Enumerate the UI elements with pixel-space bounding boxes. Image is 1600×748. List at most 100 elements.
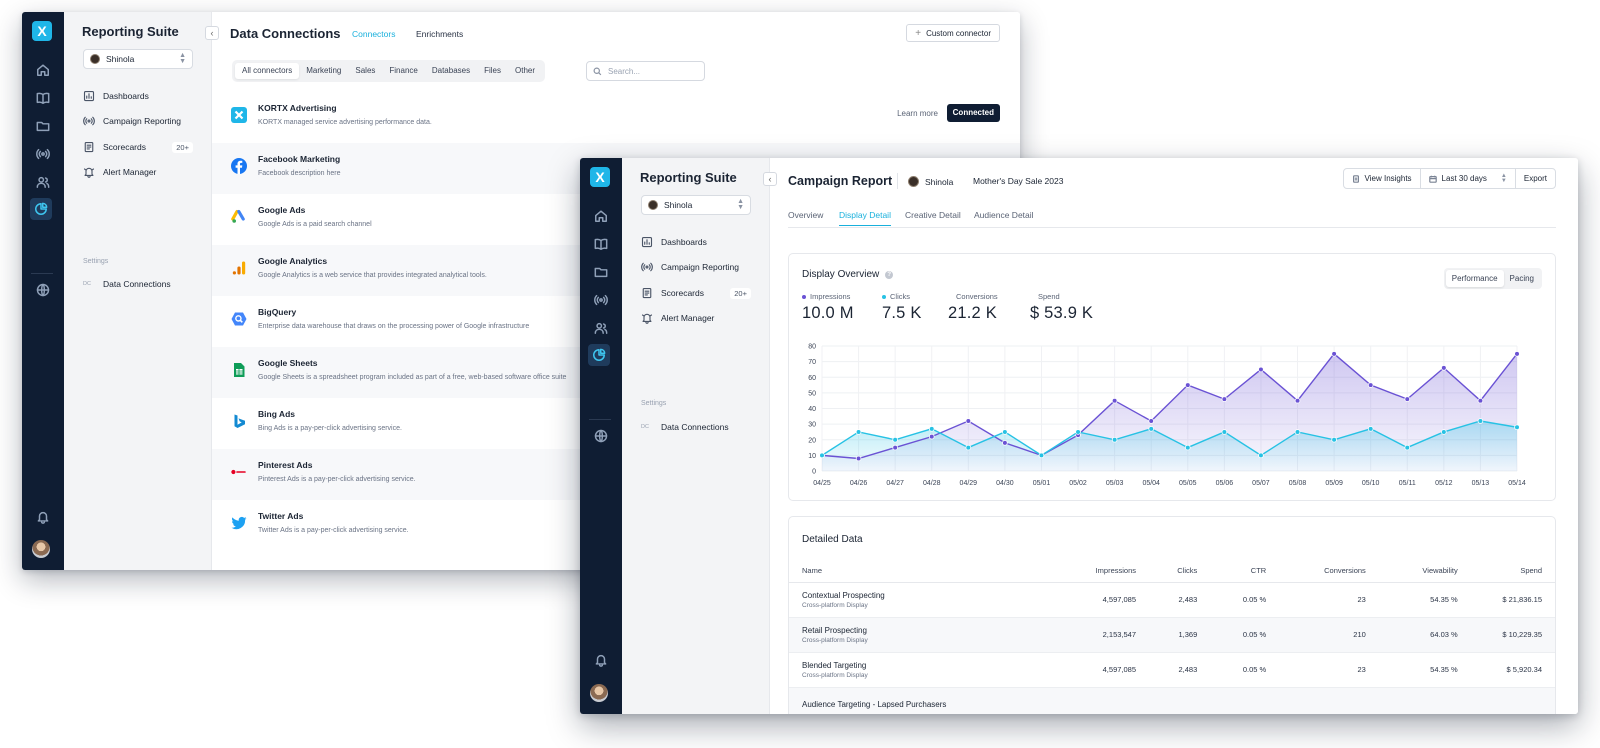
column-header[interactable]: Conversions: [1279, 559, 1379, 583]
folder-icon[interactable]: [591, 262, 611, 282]
filter-all-connectors[interactable]: All connectors: [235, 63, 300, 79]
connector-name: Google Sheets: [258, 358, 318, 368]
org-logo-icon: [648, 200, 658, 210]
home-icon[interactable]: [33, 60, 53, 80]
document-icon: [1352, 174, 1359, 183]
app-logo[interactable]: X: [32, 21, 52, 41]
sidebar-item-scorecards[interactable]: Scorecards 20+: [83, 141, 193, 153]
help-icon[interactable]: ?: [885, 270, 894, 279]
table-row[interactable]: Contextual Prospecting Cross-platform Dis…: [789, 582, 1555, 618]
tab-audience-detail[interactable]: Audience Detail: [974, 210, 1034, 220]
globe-icon[interactable]: [591, 426, 611, 446]
globe-icon[interactable]: [33, 280, 53, 300]
filter-finance[interactable]: Finance: [389, 66, 418, 75]
y-tick-label: 0: [812, 469, 816, 476]
reports-icon[interactable]: [588, 344, 610, 366]
users-icon[interactable]: [591, 318, 611, 338]
connected-button[interactable]: Connected: [946, 104, 1000, 122]
sidebar-item-dashboards[interactable]: Dashboards: [641, 236, 751, 248]
tab-connectors[interactable]: Connectors: [352, 29, 396, 39]
org-selector[interactable]: Shinola ▲ ▼: [83, 49, 193, 69]
connector-description: Google Analytics is a web service that p…: [258, 272, 487, 279]
series-line: [821, 352, 1518, 460]
column-header[interactable]: CTR: [1210, 559, 1280, 583]
tab-display-detail[interactable]: Display Detail: [839, 210, 891, 226]
collapse-sidebar-button[interactable]: ‹: [763, 172, 777, 186]
dashboard-icon: [83, 90, 95, 102]
custom-connector-button[interactable]: + Custom connector: [906, 24, 1000, 42]
pacing-toggle[interactable]: Pacing: [1509, 274, 1534, 283]
connector-row[interactable]: BigQuery Enterprise data warehouse that …: [212, 296, 1020, 347]
tab-overview[interactable]: Overview: [788, 210, 824, 220]
calendar-icon: [1428, 175, 1437, 183]
sidebar-item-alert-manager[interactable]: Alert Manager: [641, 312, 751, 324]
column-header[interactable]: Viewability: [1378, 559, 1471, 583]
performance-toggle[interactable]: Performance: [1445, 270, 1504, 287]
table-row[interactable]: Retail Prospecting Cross-platform Display…: [789, 617, 1555, 653]
date-range-select[interactable]: Last 30 days ▲ ▼: [1421, 169, 1516, 188]
icon-rail: X: [22, 12, 64, 570]
app-logo[interactable]: X: [590, 167, 610, 187]
x-tick-label: 05/03: [1106, 480, 1124, 487]
sidebar-item-data-connections[interactable]: DC Data Connections: [83, 279, 193, 289]
sidebar-item-label: Campaign Reporting: [661, 262, 739, 272]
column-header[interactable]: Impressions: [1064, 559, 1150, 583]
collapse-sidebar-button[interactable]: ‹: [205, 26, 219, 40]
filter-marketing[interactable]: Marketing: [306, 66, 342, 75]
viewability-cell: 64.03 %: [1378, 617, 1471, 653]
x-tick-label: 04/29: [960, 480, 978, 487]
column-header[interactable]: Spend: [1470, 559, 1555, 583]
book-icon[interactable]: [591, 234, 611, 254]
table-row[interactable]: Audience Targeting - Lapsed Purchasers: [789, 687, 1555, 714]
data-point: [1075, 429, 1081, 435]
data-point: [1002, 440, 1008, 446]
chevron-updown-icon: ▲ ▼: [179, 52, 186, 65]
home-icon[interactable]: [591, 206, 611, 226]
export-button[interactable]: Export: [1523, 174, 1547, 183]
reports-icon[interactable]: [30, 198, 52, 220]
data-point: [855, 455, 862, 462]
clicks-cell: 1,369: [1149, 617, 1211, 653]
data-point: [1111, 397, 1118, 404]
spend-cell: $ 21,836.15: [1470, 582, 1555, 618]
view-insights-button[interactable]: View Insights: [1344, 169, 1421, 188]
connector-row[interactable]: Bing Ads Bing Ads is a pay-per-click adv…: [212, 398, 1020, 449]
filter-sales[interactable]: Sales: [355, 66, 376, 75]
sidebar-item-alert-manager[interactable]: Alert Manager: [83, 166, 193, 178]
filter-databases[interactable]: Databases: [431, 66, 471, 75]
notification-bell-icon[interactable]: [591, 650, 611, 670]
broadcast-icon[interactable]: [591, 290, 611, 310]
y-tick-label: 40: [808, 406, 816, 413]
x-tick-label: 05/11: [1399, 480, 1416, 487]
bell-alert-icon: [83, 167, 95, 178]
filter-other[interactable]: Other: [515, 66, 536, 75]
connector-name: KORTX Advertising: [258, 103, 337, 113]
connector-row[interactable]: KORTX Advertising KORTX managed service …: [212, 92, 1020, 143]
pinterest-logo-icon: [231, 464, 247, 480]
user-avatar[interactable]: [590, 684, 608, 702]
search-input[interactable]: Search...: [586, 61, 705, 81]
connector-row[interactable]: Twitter Ads Twitter Ads is a pay-per-cli…: [212, 500, 1020, 551]
column-header[interactable]: Name: [789, 559, 1065, 583]
notification-bell-icon[interactable]: [33, 507, 53, 527]
users-icon[interactable]: [33, 172, 53, 192]
sidebar-item-campaign-reporting[interactable]: Campaign Reporting: [641, 261, 751, 273]
tab-enrichments[interactable]: Enrichments: [416, 29, 464, 39]
sidebar-item-dashboards[interactable]: Dashboards: [83, 90, 193, 102]
sidebar-item-scorecards[interactable]: Scorecards 20+: [641, 287, 751, 299]
table-row[interactable]: Blended Targeting Cross-platform Display …: [789, 652, 1555, 688]
learn-more-link[interactable]: Learn more: [897, 109, 938, 118]
folder-icon[interactable]: [33, 116, 53, 136]
connector-row[interactable]: Google Ads Google Ads is a paid search c…: [212, 194, 1020, 245]
book-icon[interactable]: [33, 88, 53, 108]
sidebar-item-data-connections[interactable]: DC Data Connections: [641, 422, 751, 432]
broadcast-icon[interactable]: [33, 144, 53, 164]
org-selector[interactable]: Shinola ▲ ▼: [641, 195, 751, 215]
sidebar-item-campaign-reporting[interactable]: Campaign Reporting: [83, 115, 193, 127]
column-header[interactable]: Clicks: [1149, 559, 1211, 583]
count-badge: 20+: [172, 141, 193, 153]
filter-files[interactable]: Files: [484, 66, 501, 75]
tab-creative-detail[interactable]: Creative Detail: [905, 210, 961, 220]
user-avatar[interactable]: [32, 540, 50, 558]
x-tick-label: 05/07: [1252, 480, 1270, 487]
